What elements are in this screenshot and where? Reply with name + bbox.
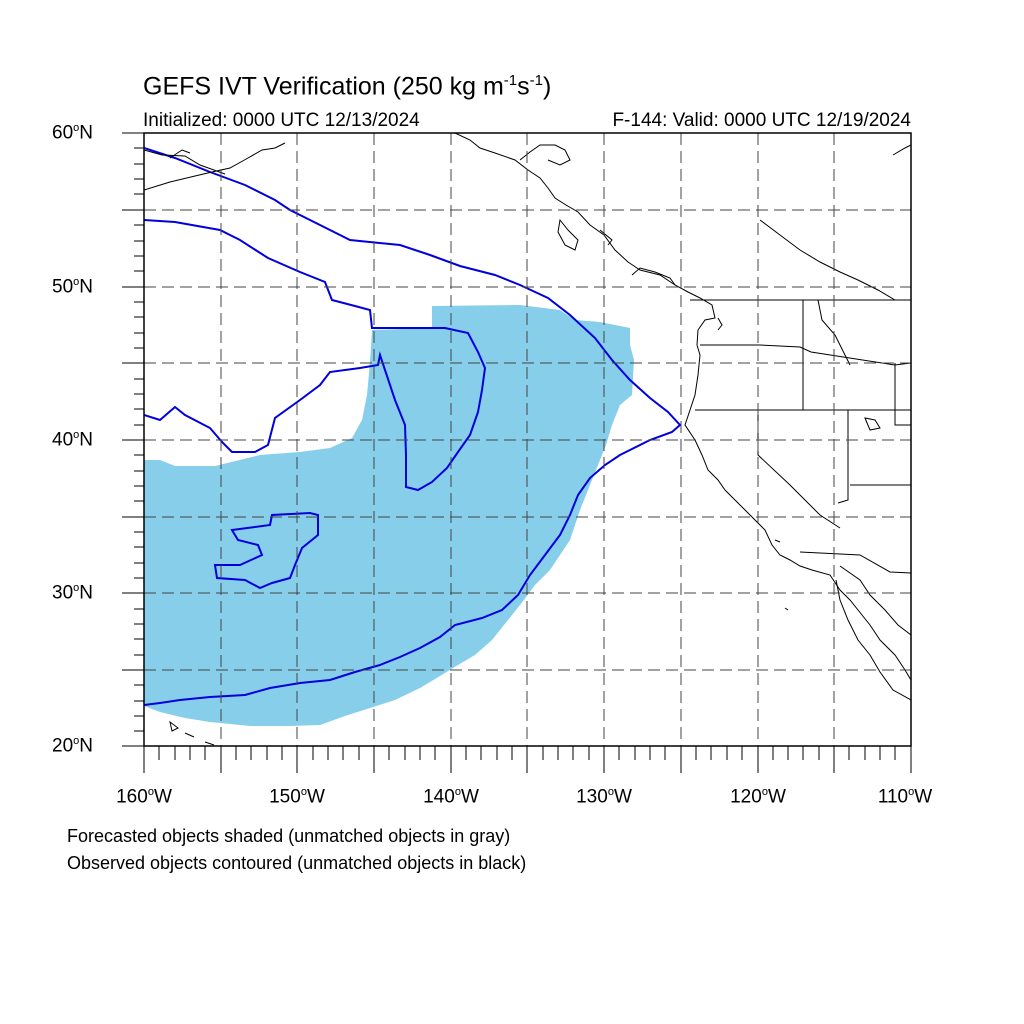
observed-object-contour-main	[144, 147, 682, 706]
initialized-label: Initialized: 0000 UTC 12/13/2024	[143, 110, 420, 131]
forecast-object-shading	[144, 305, 634, 726]
lat-label-50n: 50oN	[52, 276, 93, 298]
observed-object-contour-small	[213, 511, 319, 590]
lat-label-20n: 20oN	[52, 735, 93, 757]
lon-label-120w: 120oW	[730, 786, 786, 808]
lon-label-160w: 160oW	[116, 786, 172, 808]
lon-label-140w: 140oW	[423, 786, 479, 808]
graticule-grid	[144, 133, 911, 746]
lon-label-130w: 130oW	[576, 786, 632, 808]
lat-label-60n: 60oN	[52, 122, 93, 144]
lon-label-110w: 110oW	[877, 786, 933, 808]
forecast-objects-note: Forecasted objects shaded (unmatched obj…	[67, 826, 511, 846]
axis-ticks	[122, 132, 912, 773]
observed-object-contour-north	[144, 219, 487, 492]
valid-time-label: F-144: Valid: 0000 UTC 12/19/2024	[612, 110, 911, 131]
lon-label-150w: 150oW	[269, 786, 325, 808]
lat-label-30n: 30oN	[52, 582, 93, 604]
observed-objects-note: Observed objects contoured (unmatched ob…	[67, 853, 527, 873]
lat-label-40n: 40oN	[52, 429, 93, 451]
chart-title: GEFS IVT Verification (250 kg m-1s-1)	[143, 72, 552, 101]
